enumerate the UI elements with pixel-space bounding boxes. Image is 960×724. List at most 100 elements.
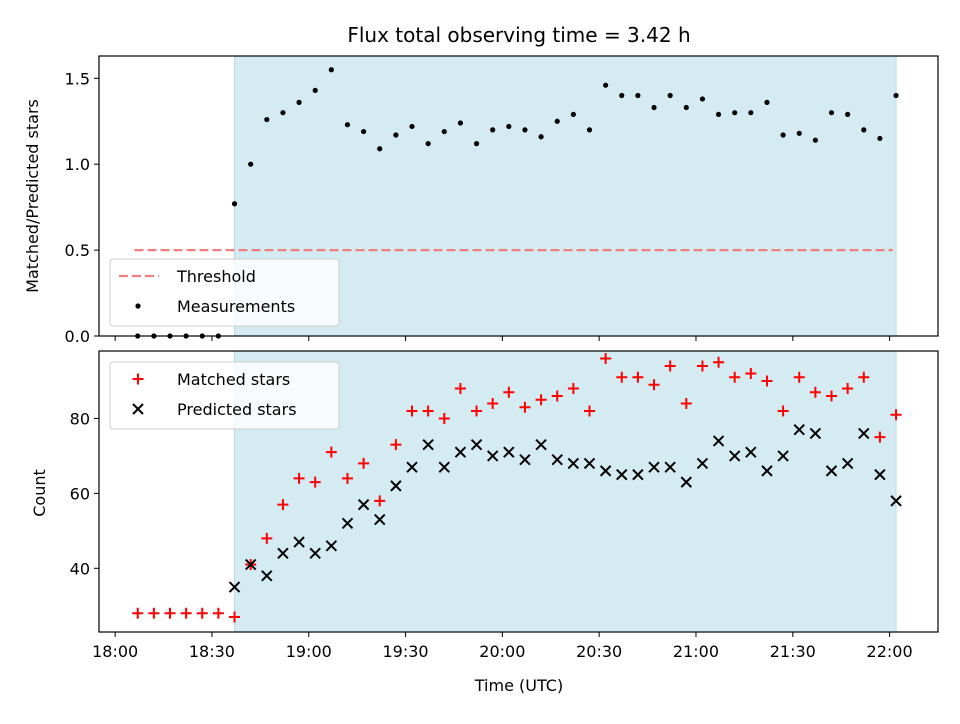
predicted-point — [648, 461, 660, 473]
predicted-point — [438, 461, 450, 473]
top-y-tick-label: 1.0 — [65, 155, 90, 174]
matched-point — [826, 390, 838, 402]
matched-point — [809, 386, 821, 398]
matched-point — [729, 371, 741, 383]
measurement-point — [522, 127, 528, 133]
measurement-point — [506, 123, 512, 130]
legend-label: Threshold — [176, 267, 256, 286]
matched-point — [261, 532, 273, 544]
measurement-point — [715, 111, 722, 118]
predicted-point — [616, 468, 628, 481]
matched-point — [454, 382, 466, 394]
matched-point — [438, 412, 450, 424]
bottom-y-tick-label: 60 — [70, 484, 90, 503]
legend-label: Matched stars — [177, 370, 290, 389]
measurement-point — [780, 132, 786, 138]
measurement-point — [490, 127, 496, 133]
predicted-point — [341, 517, 354, 530]
measurement-point — [732, 110, 738, 116]
matched-point — [390, 439, 402, 451]
matched-point — [471, 405, 483, 417]
legend-matched-handle — [132, 373, 144, 385]
measurement-point — [586, 127, 593, 133]
measurement-point — [361, 128, 367, 135]
top-panel: 0.0 0.5 1.0 1.5 Threshold Measurements — [65, 55, 939, 346]
predicted-point — [583, 457, 596, 470]
matched-point — [341, 472, 353, 484]
measurement-point — [264, 116, 270, 123]
top-axes-frame — [98, 55, 939, 337]
predicted-point — [309, 547, 321, 560]
matched-point — [874, 431, 886, 443]
predicted-point — [632, 468, 644, 481]
bottom-series-1 — [228, 423, 902, 593]
matched-point — [713, 356, 725, 368]
legend-label: Predicted stars — [177, 400, 297, 419]
x-tick-label: 18:00 — [92, 642, 138, 661]
measurement-point — [280, 110, 286, 116]
measurement-point — [296, 99, 302, 105]
x-tick-label: 21:00 — [673, 642, 719, 661]
x-tick-label: 20:30 — [576, 642, 622, 661]
measurement-point — [538, 134, 544, 140]
legend-label: Measurements — [177, 297, 295, 316]
measurement-point — [231, 201, 238, 207]
matched-point — [487, 397, 499, 409]
matched-point — [664, 360, 676, 372]
top-observing-span — [234, 56, 897, 336]
matched-point — [583, 405, 595, 417]
measurement-point — [845, 111, 851, 118]
predicted-point — [357, 498, 370, 511]
legend-box — [109, 258, 340, 327]
measurement-point — [457, 120, 464, 126]
bottom-panel: 40 60 80 18:00 18:30 19:00 19:30 20:00 20:30 21:0… — [70, 350, 939, 661]
measurement-point — [554, 118, 560, 124]
predicted-point — [228, 581, 241, 593]
x-tick-label: 20:00 — [479, 642, 525, 661]
measurement-point — [344, 122, 351, 128]
predicted-point — [422, 438, 434, 451]
x-tick-label: 22:00 — [867, 642, 913, 661]
bottom-observing-span — [234, 351, 897, 632]
measurement-point — [393, 132, 399, 138]
top-y-axis-label: Matched/Predicted stars — [23, 99, 42, 293]
predicted-point — [519, 453, 531, 466]
measurement-point — [748, 110, 754, 116]
bottom-legend: Matched stars Predicted stars — [109, 361, 340, 430]
predicted-point — [470, 438, 483, 451]
measurement-point — [828, 110, 835, 116]
matched-point — [358, 457, 370, 469]
measurement-point — [667, 92, 673, 99]
matched-point — [422, 405, 434, 417]
matched-point — [745, 367, 757, 379]
matched-point — [761, 375, 773, 387]
predicted-point — [761, 465, 773, 477]
predicted-point — [535, 438, 547, 451]
measurement-point — [893, 92, 899, 99]
predicted-point — [874, 468, 886, 481]
predicted-point — [696, 457, 709, 470]
matched-point — [793, 371, 805, 383]
matched-point — [567, 382, 579, 394]
predicted-point — [293, 536, 305, 548]
bottom-series-0 — [132, 352, 902, 623]
measurement-point — [699, 96, 706, 102]
top-y-tick-label: 1.5 — [65, 69, 90, 88]
matched-point — [648, 379, 660, 391]
measurement-point — [603, 82, 609, 88]
predicted-point — [890, 495, 902, 507]
matched-point — [180, 607, 192, 619]
matched-point — [212, 607, 224, 619]
measurement-point — [473, 141, 480, 147]
measurement-point — [796, 130, 802, 136]
predicted-point — [745, 446, 757, 458]
matched-point — [503, 386, 515, 398]
matched-point — [519, 401, 531, 413]
measurement-point — [570, 111, 576, 118]
measurement-point — [635, 92, 641, 99]
measurement-point — [812, 137, 818, 143]
predicted-point — [503, 446, 515, 458]
measurement-point — [651, 104, 657, 111]
